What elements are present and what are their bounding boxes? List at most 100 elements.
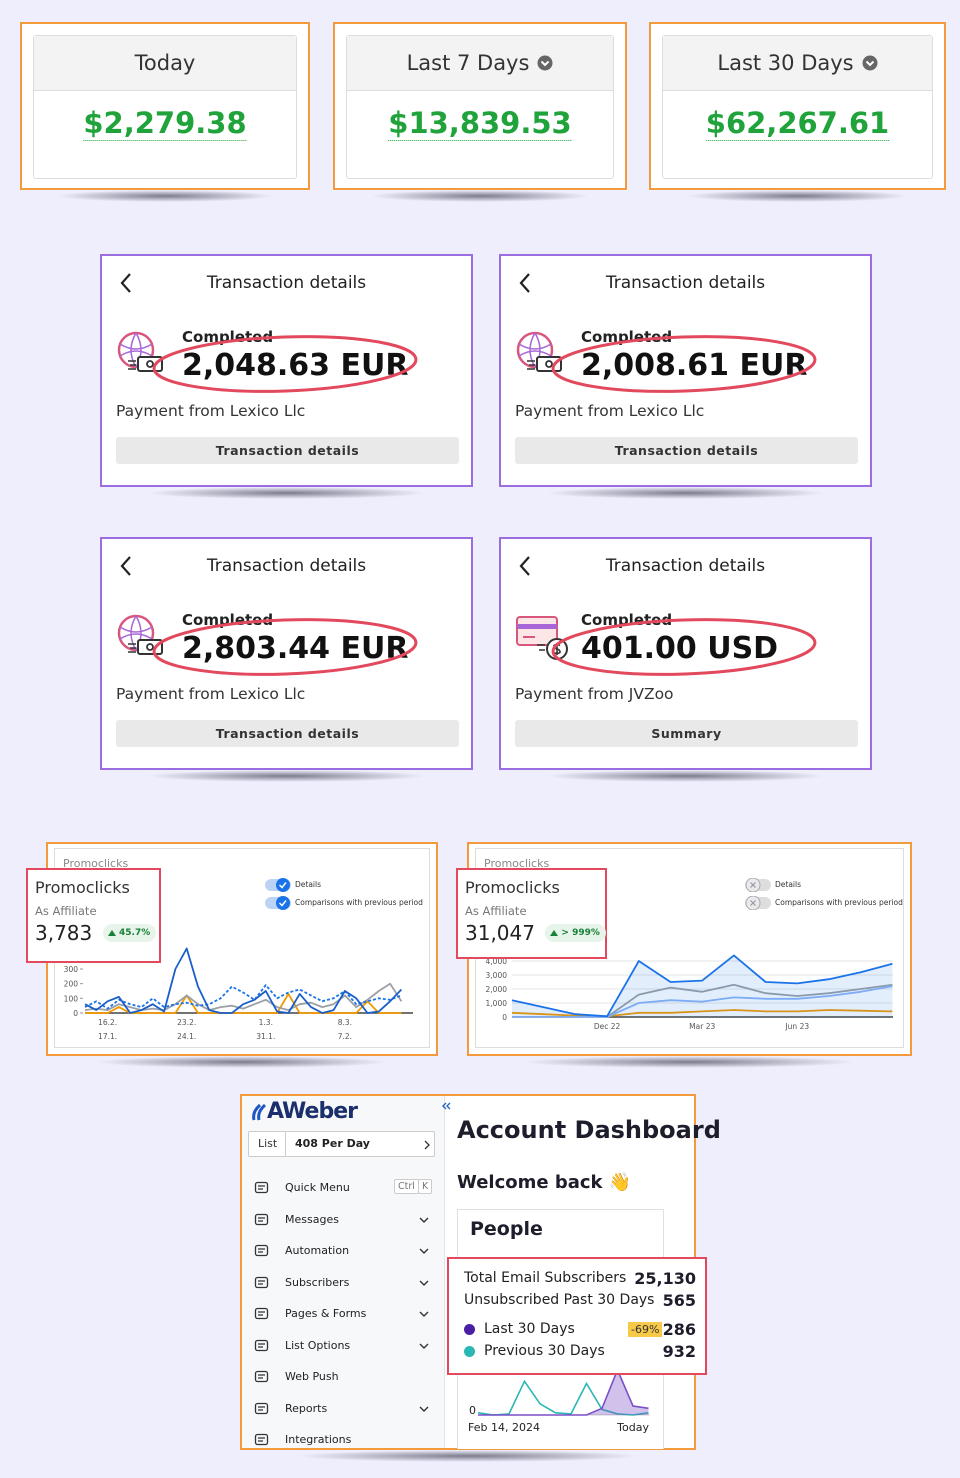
payment-icon [117, 614, 163, 655]
legend-label[interactable]: Comparisons with previous period [775, 898, 903, 907]
summary-total: 31,047 [465, 921, 535, 945]
action-button[interactable]: Summary [515, 720, 858, 747]
menu-item[interactable]: Automation [242, 1240, 442, 1262]
menu-item[interactable]: List Options [242, 1335, 442, 1357]
stat-header: Today [34, 36, 296, 91]
dashboard-title: Account Dashboard [457, 1116, 721, 1144]
chevron-down [419, 1280, 429, 1286]
stat-frame: Today $2,279.38 [20, 22, 310, 202]
chevron-down [419, 1248, 429, 1254]
summary-box: Promoclicks As Affiliate 31,047 > 999% [456, 868, 607, 959]
status: Completed [182, 611, 274, 629]
stat-label: Today [134, 51, 196, 75]
summary-total: 3,783 [35, 921, 93, 945]
menu-label: Messages [285, 1212, 339, 1226]
change-value: > 999% [561, 928, 600, 938]
logo-mark [252, 1103, 267, 1121]
highlight-ellipse [551, 618, 817, 676]
chevron-down [419, 1217, 429, 1223]
toggle [265, 896, 291, 910]
period-label: Previous 30 Days [484, 1343, 605, 1359]
toggle [745, 896, 771, 910]
amount: 2,008.61 EUR [581, 348, 808, 383]
transaction-card: Transaction details Completed 401.00 USD Pa… [499, 537, 872, 782]
menu-item[interactable]: Pages & Forms [242, 1303, 442, 1325]
dropdown-icon [862, 55, 878, 71]
menu-icon [254, 1244, 269, 1257]
payer: Payment from Lexico Llc [116, 685, 306, 703]
transaction-card: Transaction details Completed 2,008.61 EUR… [499, 254, 872, 499]
menu-label: Reports [285, 1401, 328, 1415]
payer: Payment from JVZoo [515, 685, 674, 703]
payment-icon [516, 331, 562, 372]
payment-icon [516, 616, 568, 660]
payer: Payment from Lexico Llc [116, 402, 306, 420]
stat-value: $13,839.53 [388, 106, 572, 141]
up-arrow [108, 930, 116, 936]
menu-label: Quick Menu [285, 1181, 350, 1194]
menu-label: Integrations [285, 1433, 352, 1446]
transaction-card: Transaction details Completed 2,048.63 EUR… [100, 254, 473, 499]
backdrop-title: Promoclicks [63, 857, 129, 870]
logo: AWeber [267, 1099, 358, 1124]
amount: 2,803.44 EUR [182, 631, 409, 666]
menu-icon [254, 1213, 269, 1225]
chevron-down [419, 1406, 429, 1412]
backdrop-title: Promoclicks [484, 857, 550, 870]
subscriber-box: Total Email Subscribers 25,130 Unsubscribe… [447, 1257, 707, 1375]
stat-label: Last 7 Days [406, 51, 530, 75]
menu-item[interactable]: Messages [242, 1209, 442, 1231]
up-arrow [550, 930, 559, 936]
transaction-title: Transaction details [605, 273, 766, 293]
menu-item[interactable]: Quick Menu Ctrl K [242, 1177, 442, 1199]
list-label: List [258, 1137, 278, 1150]
stat-value: $62,267.61 [705, 106, 890, 141]
period-value: 286 [662, 1320, 696, 1339]
back-icon [120, 273, 131, 293]
menu-label: List Options [285, 1338, 351, 1352]
period-value: 932 [662, 1342, 696, 1361]
summary-subtitle: As Affiliate [35, 904, 97, 918]
action-button[interactable]: Transaction details [116, 720, 459, 747]
menu-icon [254, 1402, 269, 1414]
shortcut-key: K [418, 1179, 433, 1194]
stat-label: Unsubscribed Past 30 Days [464, 1292, 655, 1308]
status: Completed [182, 328, 274, 346]
menu-icon [254, 1181, 269, 1194]
stat-card: Last 30 Days $62,267.61 [662, 35, 933, 179]
list-selector[interactable]: List 408 Per Day [248, 1131, 435, 1157]
menu-item[interactable]: Integrations [242, 1429, 442, 1451]
list-value: 408 Per Day [295, 1137, 370, 1150]
legend-dot [464, 1324, 475, 1335]
menu-item[interactable]: Subscribers [242, 1272, 442, 1294]
menu-item[interactable]: Reports [242, 1398, 442, 1420]
action-button[interactable]: Transaction details [116, 437, 459, 464]
stat-card: Today $2,279.38 [33, 35, 297, 179]
transaction-card: Transaction details Completed 2,803.44 EUR… [100, 537, 473, 782]
status: Completed [581, 328, 673, 346]
change-badge: 45.7% [103, 924, 157, 942]
menu-icon [254, 1370, 269, 1383]
menu-item[interactable]: Web Push [242, 1366, 442, 1388]
chevron-down [419, 1343, 429, 1349]
change-badge: > 999% [545, 924, 606, 942]
legend-label[interactable]: Details [775, 880, 802, 889]
payment-icon [117, 331, 163, 372]
legend-label[interactable]: Details [295, 880, 322, 889]
summary-title: Promoclicks [465, 878, 560, 897]
menu-label: Pages & Forms [285, 1307, 367, 1320]
stat-label: Last 30 Days [717, 51, 854, 75]
stat-value: 25,130 [634, 1269, 696, 1288]
summary-title: Promoclicks [35, 878, 130, 897]
legend-label[interactable]: Comparisons with previous period [295, 898, 423, 907]
chevron-down [419, 1311, 429, 1317]
action-button[interactable]: Transaction details [515, 437, 858, 464]
stat-value: $2,279.38 [83, 106, 247, 141]
toggle [745, 878, 771, 892]
summary-subtitle: As Affiliate [465, 904, 527, 918]
stat-header: Last 30 Days [663, 36, 932, 91]
menu-icon [254, 1433, 269, 1446]
stat-card: Last 7 Days $13,839.53 [346, 35, 614, 179]
amount: 401.00 USD [581, 631, 779, 666]
